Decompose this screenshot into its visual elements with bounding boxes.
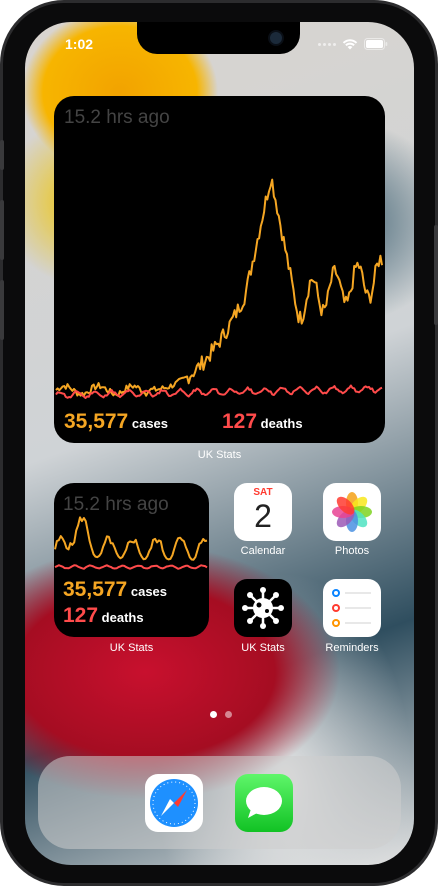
safari-icon — [150, 779, 198, 827]
page-indicator[interactable] — [210, 711, 232, 718]
calendar-date: 2 — [254, 498, 272, 534]
safari-app[interactable] — [145, 774, 203, 832]
page-dot-1[interactable] — [210, 711, 217, 718]
deaths-line — [55, 384, 383, 399]
small-cases-value: 35,577 — [63, 578, 128, 601]
side-button-mute — [0, 140, 4, 170]
small-deaths-value: 127 — [63, 604, 99, 627]
small-cases-stat: 35,577 cases — [63, 578, 167, 602]
deaths-label: deaths — [260, 416, 303, 431]
small-last-updated-text: 15.2 hrs ago — [63, 494, 169, 515]
page-dot-2[interactable] — [225, 711, 232, 718]
home-screen: 1:02 15.2 hrs ago 35,577 cases — [25, 22, 414, 865]
small-deaths-stat: 127 deaths — [63, 604, 144, 628]
photos-label: Photos — [334, 545, 370, 557]
small-cases-deaths-chart — [54, 516, 208, 570]
small-deaths-line — [54, 564, 208, 570]
calendar-label: Calendar — [240, 545, 286, 557]
reminders-app[interactable] — [323, 579, 381, 637]
side-button-power — [434, 225, 438, 325]
dock — [38, 756, 401, 849]
small-cases-label: cases — [130, 584, 168, 599]
deaths-value: 127 — [222, 410, 258, 433]
battery-icon — [364, 38, 388, 50]
small-cases-line — [54, 516, 208, 561]
uk-stats-app-label: UK Stats — [241, 642, 285, 654]
small-deaths-label: deaths — [101, 610, 144, 625]
cases-stat: 35,577 cases — [64, 410, 168, 434]
cases-deaths-chart — [55, 178, 383, 399]
uk-stats-large-widget[interactable]: 15.2 hrs ago 35,577 cases 127 deaths — [54, 96, 385, 443]
large-widget-label: UK Stats — [197, 449, 242, 461]
cases-label: cases — [131, 416, 169, 431]
reminders-label: Reminders — [325, 642, 379, 654]
messages-icon — [246, 787, 282, 818]
photos-flower-icon — [332, 492, 372, 532]
reminders-list-icon — [332, 589, 371, 627]
calendar-day: SAT — [253, 487, 273, 498]
side-button-volume-up — [0, 200, 4, 260]
signal-dots-icon — [318, 42, 336, 46]
front-camera — [268, 30, 284, 46]
messages-app[interactable] — [235, 774, 293, 832]
virus-icon — [242, 587, 284, 629]
status-icons — [318, 38, 388, 50]
wifi-icon — [342, 39, 358, 50]
uk-stats-small-widget[interactable]: 15.2 hrs ago 35,577 cases 127 deaths — [54, 483, 209, 637]
deaths-stat: 127 deaths — [222, 410, 303, 434]
cases-value: 35,577 — [64, 410, 129, 433]
photos-app[interactable] — [323, 483, 381, 541]
status-time: 1:02 — [65, 36, 94, 52]
notch — [137, 22, 300, 54]
uk-stats-app[interactable] — [234, 579, 292, 637]
calendar-app[interactable]: SAT 2 — [234, 483, 292, 541]
side-button-volume-down — [0, 280, 4, 340]
cases-line — [55, 178, 383, 397]
last-updated-text: 15.2 hrs ago — [64, 107, 170, 128]
small-widget-label: UK Stats — [109, 642, 154, 654]
